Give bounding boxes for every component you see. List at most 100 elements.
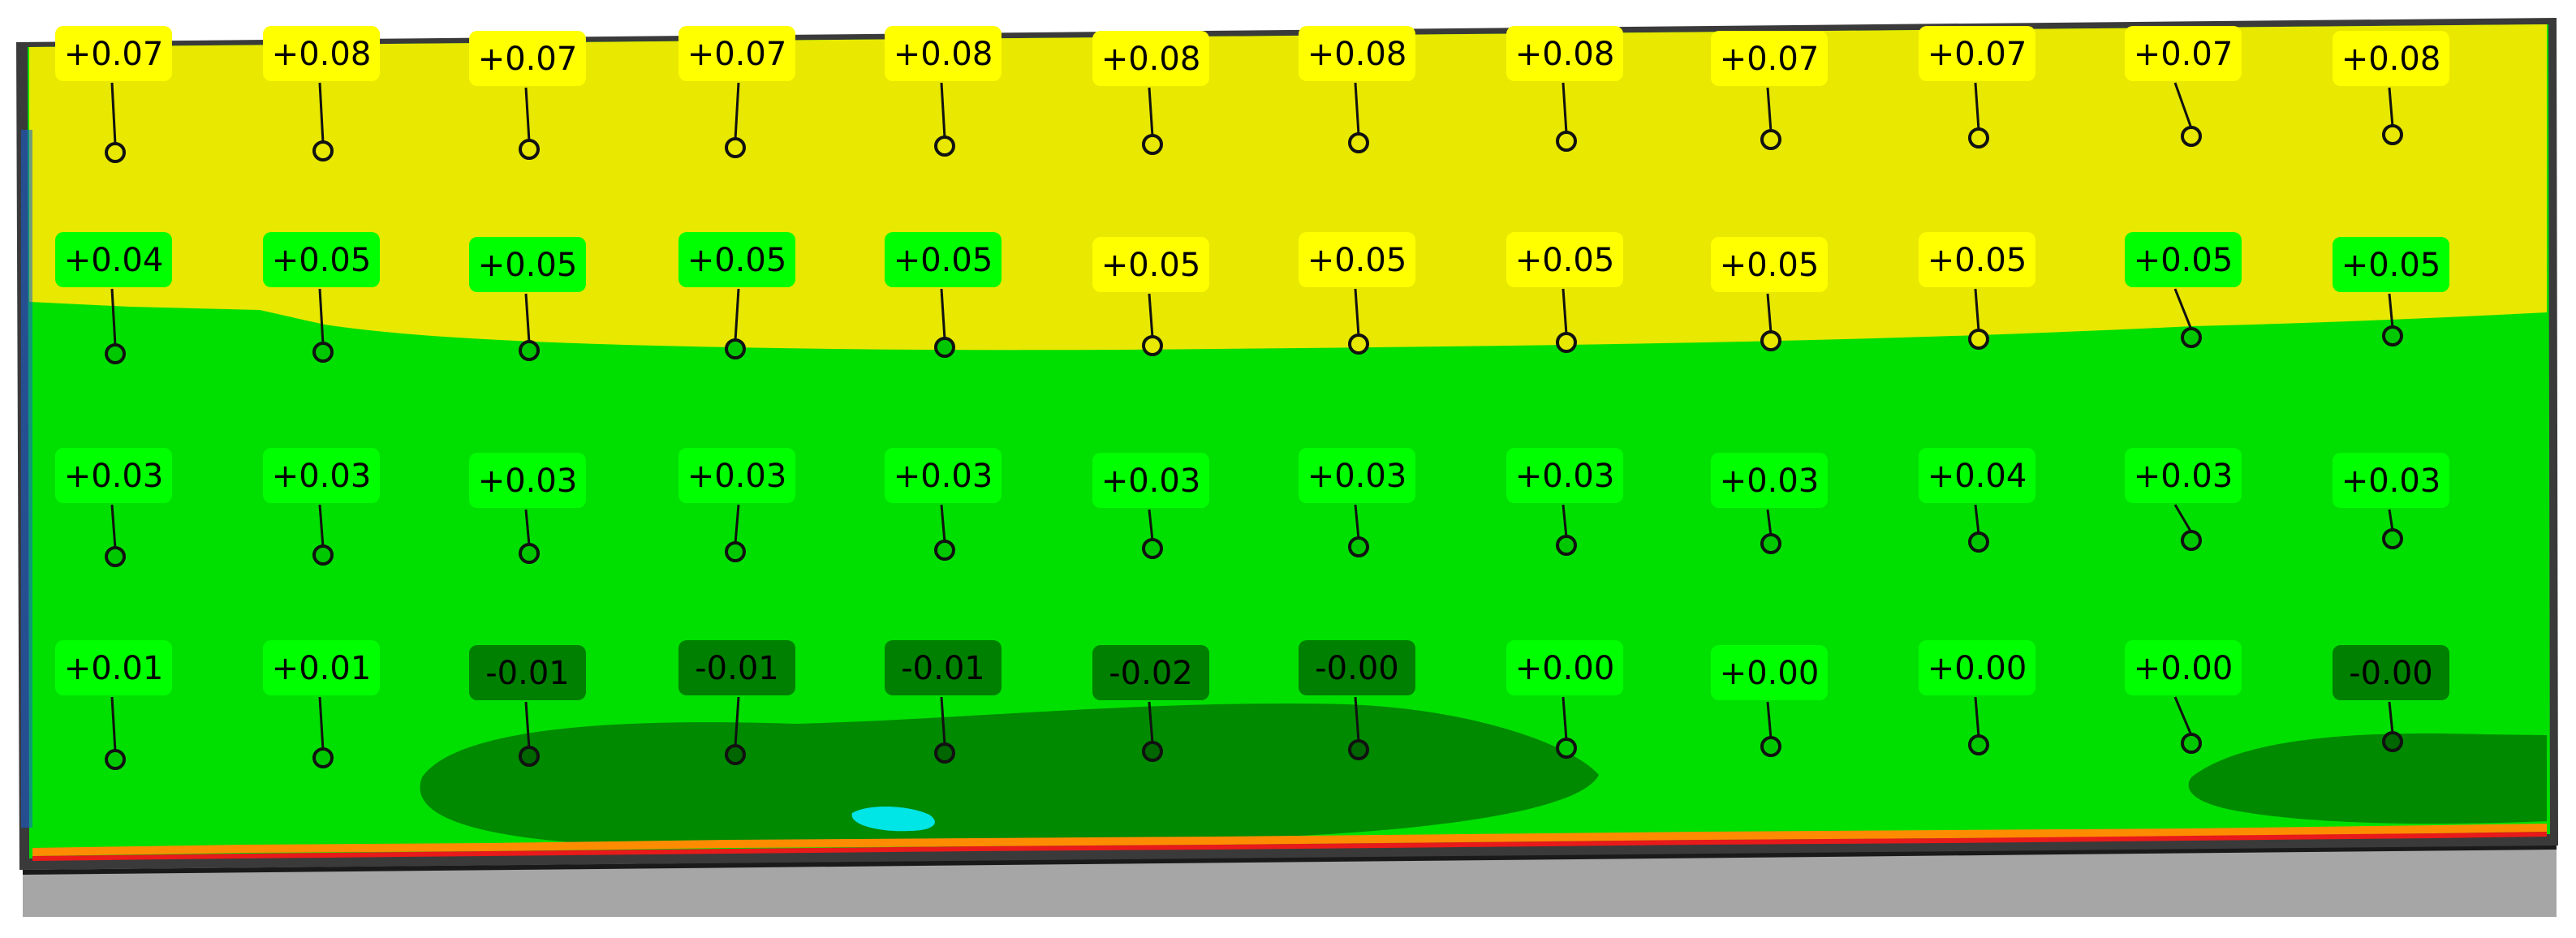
value-label: +0.03: [272, 458, 372, 495]
measurement-point: -0.01: [885, 640, 1002, 764]
base-plate-edge: [22, 845, 2557, 875]
leader-line: [734, 288, 740, 342]
value-label-box: [885, 640, 1002, 695]
value-label-box: [1919, 448, 2035, 503]
value-label-box: [2125, 448, 2242, 503]
measurement-point: +0.08: [1092, 31, 1209, 155]
point-marker: [1760, 129, 1781, 150]
leader-line: [524, 509, 531, 546]
value-label: +0.07: [64, 36, 164, 73]
point-marker: [1142, 335, 1163, 356]
value-label: +0.05: [687, 242, 787, 279]
measurement-point: +0.05: [469, 237, 586, 361]
value-label: +0.03: [2134, 458, 2234, 495]
leader-line: [2173, 288, 2193, 330]
measurement-point: +0.03: [885, 448, 1002, 561]
value-label: +0.05: [894, 242, 993, 279]
measurement-point: +0.05: [263, 232, 380, 363]
measurement-point: +0.05: [885, 232, 1002, 358]
value-label: +0.07: [478, 41, 578, 78]
value-label: +0.01: [64, 650, 164, 687]
point-marker: [934, 540, 955, 561]
measurement-point: +0.05: [1919, 232, 2035, 350]
value-label: +0.07: [1928, 36, 2027, 73]
value-label: +0.05: [1515, 242, 1615, 279]
value-label-box: [2333, 237, 2449, 292]
measurement-point: +0.07: [469, 31, 586, 160]
leader-line: [1354, 288, 1360, 337]
leader-line: [318, 696, 325, 751]
measurement-point: -0.01: [678, 640, 795, 765]
leader-line: [318, 82, 325, 144]
value-label: +0.00: [1720, 655, 1820, 692]
point-marker: [1142, 538, 1163, 559]
measurement-point: +0.08: [263, 26, 380, 161]
value-label: +0.03: [64, 458, 164, 495]
measurement-point: +0.05: [1711, 237, 1828, 351]
leader-line: [1354, 504, 1360, 540]
leader-line: [1766, 293, 1773, 333]
point-marker: [2382, 325, 2403, 346]
measurement-point: +0.07: [1919, 26, 2035, 148]
leader-line: [734, 82, 740, 140]
value-label: +0.08: [894, 36, 993, 73]
point-marker: [934, 337, 955, 358]
value-label-box: [55, 640, 172, 695]
value-label-box: [1092, 645, 1209, 700]
measurement-point: +0.03: [55, 448, 172, 567]
leader-line: [1766, 701, 1773, 739]
measurement-point: +0.08: [2333, 31, 2449, 145]
measurement-point: +0.07: [55, 26, 172, 163]
measurement-point: +0.00: [1919, 640, 2035, 755]
value-label-box: [885, 448, 1002, 503]
value-label: +0.03: [1307, 458, 1407, 495]
point-marker: [312, 747, 334, 768]
leader-line: [940, 82, 946, 139]
leader-line: [2388, 87, 2394, 127]
leader-line: [1148, 701, 1154, 744]
point-marker: [1556, 738, 1577, 759]
leader-line: [1766, 87, 1773, 132]
leader-line: [2388, 293, 2394, 329]
point-marker: [1968, 734, 1989, 755]
point-marker: [519, 139, 540, 160]
point-marker: [1348, 739, 1369, 760]
edge-band-red: [32, 832, 2548, 861]
value-label-box: [1919, 26, 2035, 81]
measurement-point: +0.07: [1711, 31, 1828, 150]
value-label: +0.05: [272, 242, 372, 279]
value-label-box: [1092, 453, 1209, 508]
measurement-point: +0.01: [263, 640, 380, 768]
leader-line: [110, 288, 117, 346]
value-label-box: [1711, 645, 1828, 700]
value-label-box: [1711, 31, 1828, 86]
point-marker: [1556, 332, 1577, 353]
value-label: +0.03: [687, 458, 787, 495]
value-label-box: [678, 640, 795, 695]
measurement-point: -0.00: [1299, 640, 1415, 760]
leader-line: [318, 288, 325, 345]
surface-yellow-zone: [29, 24, 2547, 351]
edge-band-orange: [32, 824, 2548, 856]
value-label: +0.05: [478, 247, 578, 284]
value-label-box: [885, 26, 1002, 81]
measurement-point: +0.04: [55, 232, 172, 364]
value-label-box: [55, 26, 172, 81]
value-label-box: [1092, 237, 1209, 292]
measurement-point: +0.08: [1299, 26, 1415, 153]
value-label: +0.08: [2341, 41, 2441, 78]
measurement-point: +0.05: [2125, 232, 2242, 348]
value-label: +0.05: [1720, 247, 1820, 284]
point-marker: [2181, 733, 2202, 754]
cyan-patch: [851, 806, 935, 832]
leader-line: [318, 504, 325, 548]
leader-line: [1974, 82, 1980, 131]
value-label-box: [2125, 26, 2242, 81]
leader-line: [1974, 288, 1980, 332]
leader-line: [1562, 82, 1568, 134]
point-marker: [312, 544, 334, 566]
measurement-point: -0.01: [469, 645, 586, 767]
point-marker: [934, 136, 955, 157]
value-label-box: [2125, 232, 2242, 287]
measurement-point: +0.03: [263, 448, 380, 566]
